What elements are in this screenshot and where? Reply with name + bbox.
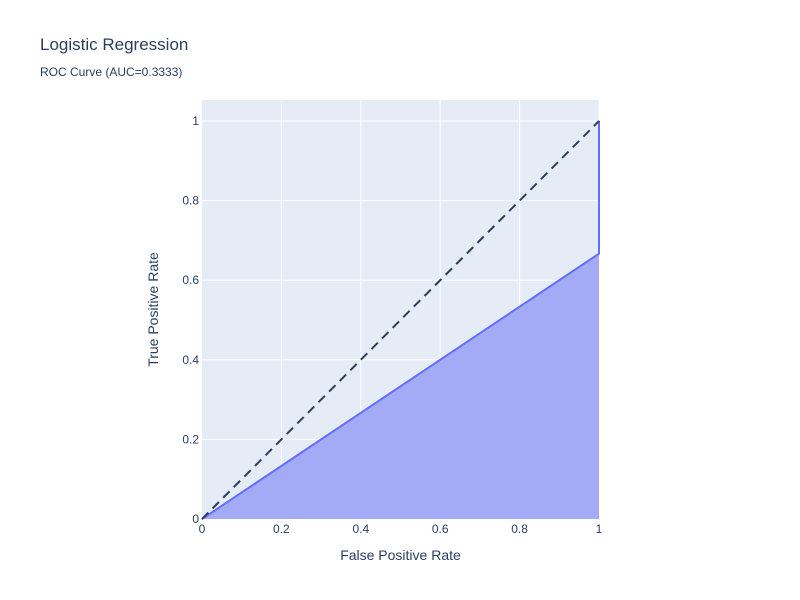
x-tick-label: 0.8 [511,522,528,536]
roc-curve-line [201,121,600,520]
x-tick-label: 0 [199,522,206,536]
chart-subtitle: ROC Curve (AUC=0.3333) [40,65,182,79]
y-tick-label: 0.2 [182,432,199,446]
x-tick-label: 0.2 [273,522,290,536]
x-axis-title: False Positive Rate [340,547,461,563]
y-tick-label: 0.4 [182,353,199,367]
tick-labels: 0 0.2 0.4 0.6 0.8 1 0 0.2 0.4 0.6 0.8 1 [182,114,602,536]
chart-title: Logistic Regression [40,35,188,54]
y-axis-title: True Positive Rate [145,252,161,367]
x-tick-label: 0.4 [352,522,369,536]
y-tick-label: 0.6 [182,273,199,287]
y-tick-label: 0.8 [182,194,199,208]
reference-diagonal-line [201,120,600,520]
series-layer [201,120,600,520]
y-tick-label: 1 [192,114,199,128]
x-tick-label: 0.6 [432,522,449,536]
roc-area-fill [202,121,599,519]
y-tick-label: 0 [192,512,199,526]
x-tick-label: 1 [596,522,603,536]
